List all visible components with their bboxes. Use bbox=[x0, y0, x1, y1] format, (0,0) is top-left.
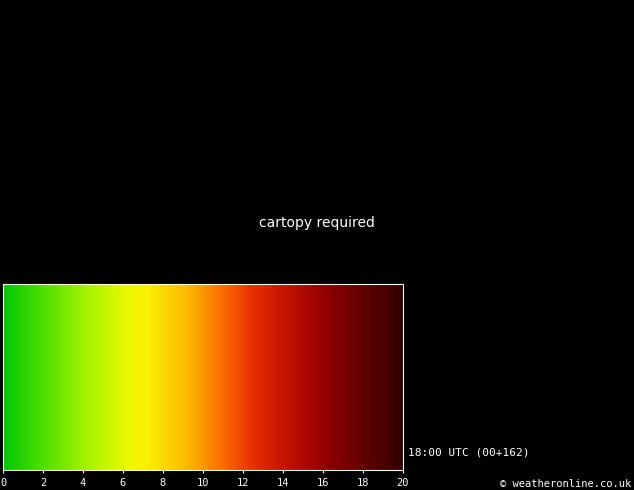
Text: Surface pressure Spread mean+σ [hPa] ECMWF    Sa 01-06-2024 18:00 UTC (00+162): Surface pressure Spread mean+σ [hPa] ECM… bbox=[3, 448, 529, 458]
Text: © weatheronline.co.uk: © weatheronline.co.uk bbox=[500, 479, 631, 489]
Text: cartopy required: cartopy required bbox=[259, 217, 375, 230]
